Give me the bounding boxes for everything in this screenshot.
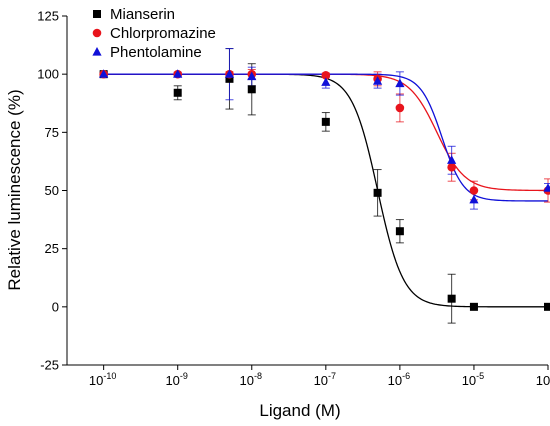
data-point: [469, 186, 479, 195]
data-point: [173, 88, 182, 97]
data-point: [247, 85, 256, 94]
x-axis-ticks: 10-10 10-9 10-8 10-7 10-6 10-5 10-4: [89, 365, 550, 388]
data-point: [224, 69, 235, 78]
y-tick-label: 0: [52, 299, 59, 314]
data-point: [544, 302, 550, 311]
data-point: [395, 103, 405, 113]
y-axis-title: Relative luminescence (%): [5, 89, 24, 290]
data-point: [543, 183, 550, 192]
x-tick-label: 10-6: [388, 371, 410, 388]
data-point: [173, 69, 183, 78]
data-point: [321, 71, 331, 80]
y-tick-label: 125: [37, 9, 59, 24]
data-point: [373, 188, 382, 197]
legend-label: Phentolamine: [110, 44, 202, 61]
data-point: [321, 77, 331, 86]
fit-curve: [103, 73, 549, 192]
y-axis-ticks: -25 0 25 50 75 100 125: [37, 9, 67, 373]
data-point: [447, 162, 456, 172]
fit-curve: [103, 73, 548, 202]
data-point: [225, 74, 234, 83]
data-point: [447, 155, 457, 164]
data-point: [469, 194, 479, 204]
y-tick-label: 50: [45, 183, 59, 198]
plot-area: 10-10 10-9 10-8 10-7 10-6 10-5 10-4 -25 0 25 50 75…: [37, 9, 550, 388]
legend-label: Chlorpromazine: [110, 25, 216, 42]
legend-marker: [93, 10, 101, 18]
data-point: [99, 69, 109, 78]
data-point: [395, 78, 405, 88]
x-tick-label: 10-7: [314, 371, 336, 388]
x-tick-label: 10-8: [240, 371, 262, 388]
fit-curve: [103, 73, 548, 308]
x-tick-label: 10-9: [165, 371, 187, 388]
x-tick-label: 10-5: [462, 371, 484, 388]
data-point: [321, 117, 330, 126]
data-point: [247, 71, 257, 81]
fit-curves: [103, 73, 549, 308]
y-tick-label: 100: [37, 67, 59, 82]
y-tick-label: -25: [40, 358, 59, 373]
data-points: [99, 69, 550, 311]
data-point: [372, 76, 383, 85]
legend-marker: [92, 47, 102, 56]
y-tick-label: 25: [45, 241, 59, 256]
x-axis-title: Ligand (M): [259, 401, 340, 420]
data-point: [395, 227, 404, 236]
legend-marker: [92, 28, 102, 38]
x-tick-label: 10-4: [536, 371, 550, 388]
data-point: [469, 302, 478, 311]
legend-label: Mianserin: [110, 6, 175, 23]
legend: Mianserin Chlorpromazine Phentolamine: [92, 6, 216, 61]
y-tick-label: 75: [45, 125, 59, 140]
data-point: [447, 294, 456, 303]
x-tick-label: 10-10: [89, 371, 116, 388]
